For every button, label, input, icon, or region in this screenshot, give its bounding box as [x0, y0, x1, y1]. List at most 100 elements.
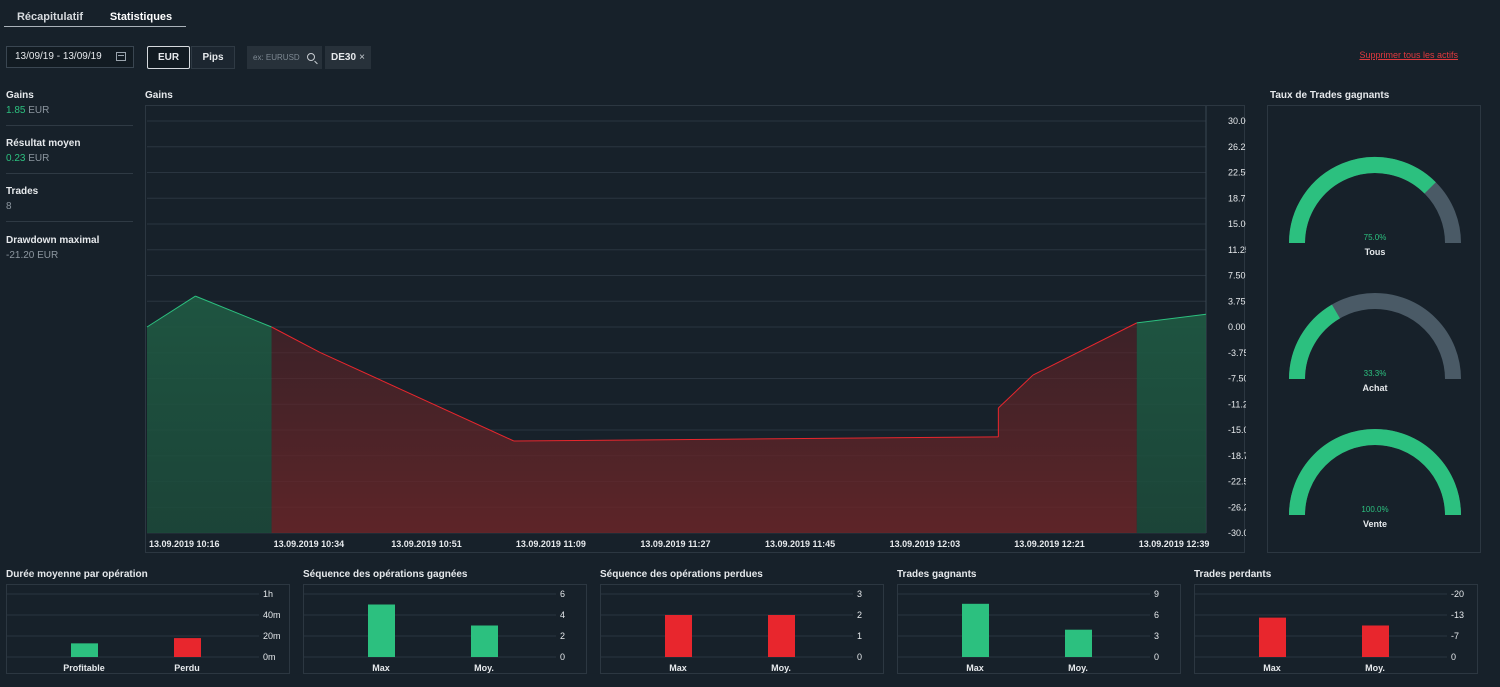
- x-tick-label: 13.09.2019 11:27: [640, 539, 710, 549]
- gauge-vente: 100.0% Vente: [1289, 429, 1461, 529]
- y-tick-label: 30.00: [1228, 116, 1246, 126]
- y-tick-label: 0: [1451, 652, 1456, 662]
- mini-bar-chart: 9 6 3 0 Max Moy.: [898, 589, 1159, 673]
- x-tick-label: 13.09.2019 11:45: [765, 539, 835, 549]
- asset-search-input[interactable]: ex: EURUSD: [247, 46, 322, 69]
- win-rate-panel: 75.0% Tous 33.3% Achat 100.0% Vente: [1267, 105, 1481, 553]
- y-tick-label: 26.25: [1228, 142, 1246, 152]
- bar: [368, 604, 395, 657]
- calendar-icon[interactable]: [116, 52, 126, 61]
- y-tick-label: -20: [1451, 589, 1464, 599]
- mini-chart-title: Trades perdants: [1194, 569, 1272, 580]
- gauge-label: Tous: [1365, 247, 1386, 257]
- eur-toggle-button[interactable]: EUR: [147, 46, 190, 69]
- y-tick-label: 6: [560, 589, 565, 599]
- remove-all-assets-link[interactable]: Supprimer tous les actifs: [1359, 50, 1458, 60]
- stat-resultat-moyen: Résultat moyen 0.23 EUR: [6, 138, 133, 164]
- win-rate-gauges: 75.0% Tous 33.3% Achat 100.0% Vente: [1289, 157, 1461, 529]
- gauge-percent: 33.3%: [1364, 369, 1387, 378]
- stat-label: Gains: [6, 90, 34, 101]
- y-tick-label: 18.75: [1228, 193, 1246, 203]
- y-tick-label: 1: [857, 631, 862, 641]
- x-tick-label: 13.09.2019 11:09: [516, 539, 586, 549]
- negative-area: [271, 322, 1137, 533]
- gauge-fill: [1289, 429, 1461, 516]
- y-tick-label: 40m: [263, 610, 281, 620]
- divider: [6, 173, 133, 174]
- mini-bar-chart: 6 4 2 0 Max Moy.: [304, 589, 565, 673]
- mini-chart-panel: -20 -13 -7 0 Max Moy.: [1194, 584, 1478, 674]
- gains-line-segment: [146, 295, 196, 328]
- stat-value: 1.85 EUR: [6, 105, 50, 116]
- x-tick-label: 13.09.2019 12:39: [1139, 539, 1210, 549]
- search-icon[interactable]: [307, 53, 315, 61]
- x-tick-label: 13.09.2019 10:51: [391, 539, 462, 549]
- y-tick-label: 3.75: [1228, 296, 1246, 306]
- stat-value: -21.20 EUR: [6, 250, 59, 261]
- bar: [1362, 625, 1389, 657]
- x-category-label: Moy.: [771, 663, 791, 673]
- y-tick-label: 2: [857, 610, 862, 620]
- y-tick-label: 4: [560, 610, 565, 620]
- tab-statistiques[interactable]: Statistiques: [109, 11, 173, 23]
- close-icon[interactable]: ×: [359, 52, 365, 63]
- x-tick-label: 13.09.2019 10:16: [149, 539, 220, 549]
- gains-line-segment: [1032, 322, 1138, 376]
- gains-chart-panel: 30.00 26.25 22.50 18.75 15.00 11.25 7.50 3.75 0.…: [145, 105, 1254, 553]
- divider: [6, 221, 133, 222]
- y-tick-label: -11.25: [1228, 399, 1246, 409]
- x-category-label: Profitable: [63, 663, 105, 673]
- gains-line-segment: [998, 374, 1034, 409]
- asset-chip: DE30 ×: [325, 46, 371, 69]
- win-rate-title: Taux de Trades gagnants: [1270, 90, 1390, 101]
- mini-chart-panel: 3 2 1 0 Max Moy.: [600, 584, 884, 674]
- y-tick-label: -7.50: [1228, 374, 1246, 384]
- asset-chip-label: DE30: [331, 52, 357, 63]
- gauge-percent: 75.0%: [1364, 233, 1387, 242]
- stat-value: 8: [6, 201, 12, 212]
- y-tick-label: 0: [1154, 652, 1159, 662]
- y-tick-label: 6: [1154, 610, 1159, 620]
- y-tick-label: 0: [857, 652, 862, 662]
- bar: [71, 643, 98, 657]
- y-tick-label: 0: [560, 652, 565, 662]
- stat-label: Résultat moyen: [6, 138, 81, 149]
- gains-line-segment: [271, 326, 321, 353]
- mini-chart-panel: 1h 40m 20m 0m Profitable Perdu: [6, 584, 290, 674]
- gains-chart: 30.00 26.25 22.50 18.75 15.00 11.25 7.50 3.75 0.…: [146, 106, 1254, 549]
- gauge-percent: 100.0%: [1361, 505, 1388, 514]
- stat-drawdown-maximal: Drawdown maximal -21.20 EUR: [6, 235, 133, 261]
- bar: [1259, 617, 1286, 657]
- mini-chart-title: Trades gagnants: [897, 569, 977, 580]
- y-tick-label: -7: [1451, 631, 1459, 641]
- gains-line-segment: [513, 436, 999, 442]
- y-tick-label: 22.50: [1228, 168, 1246, 178]
- tab-underline: [4, 26, 186, 27]
- mini-chart-title: Séquence des opérations gagnées: [303, 569, 468, 580]
- gauge-tous: 75.0% Tous: [1289, 157, 1461, 257]
- y-tick-label: 11.25: [1228, 245, 1246, 255]
- y-tick-label: 20m: [263, 631, 281, 641]
- bar: [665, 615, 692, 657]
- date-range-value: 13/09/19 - 13/09/19: [15, 51, 102, 62]
- date-range-picker[interactable]: 13/09/19 - 13/09/19: [6, 46, 134, 68]
- stat-gains: Gains 1.85 EUR: [6, 90, 133, 116]
- y-tick-label: -30.00: [1228, 528, 1246, 538]
- y-tick-label: -18.75: [1228, 451, 1246, 461]
- mini-bar-chart: 3 2 1 0 Max Moy.: [601, 589, 862, 673]
- gauge-fill: [1289, 157, 1436, 244]
- mini-chart-panel: 9 6 3 0 Max Moy.: [897, 584, 1181, 674]
- y-tick-label: 2: [560, 631, 565, 641]
- y-tick-label: 3: [1154, 631, 1159, 641]
- pips-toggle-button[interactable]: Pips: [191, 46, 235, 69]
- tab-recapitulatif[interactable]: Récapitulatif: [16, 11, 83, 23]
- x-tick-label: 13.09.2019 12:03: [890, 539, 961, 549]
- gains-chart-title: Gains: [145, 90, 173, 101]
- stat-value: 0.23 EUR: [6, 153, 50, 164]
- gains-line-segment: [1136, 313, 1207, 324]
- y-tick-label: -13: [1451, 610, 1464, 620]
- x-tick-label: 13.09.2019 10:34: [274, 539, 345, 549]
- stat-label: Drawdown maximal: [6, 235, 100, 246]
- asset-search-placeholder: ex: EURUSD: [253, 53, 300, 62]
- positive-area: [147, 296, 272, 533]
